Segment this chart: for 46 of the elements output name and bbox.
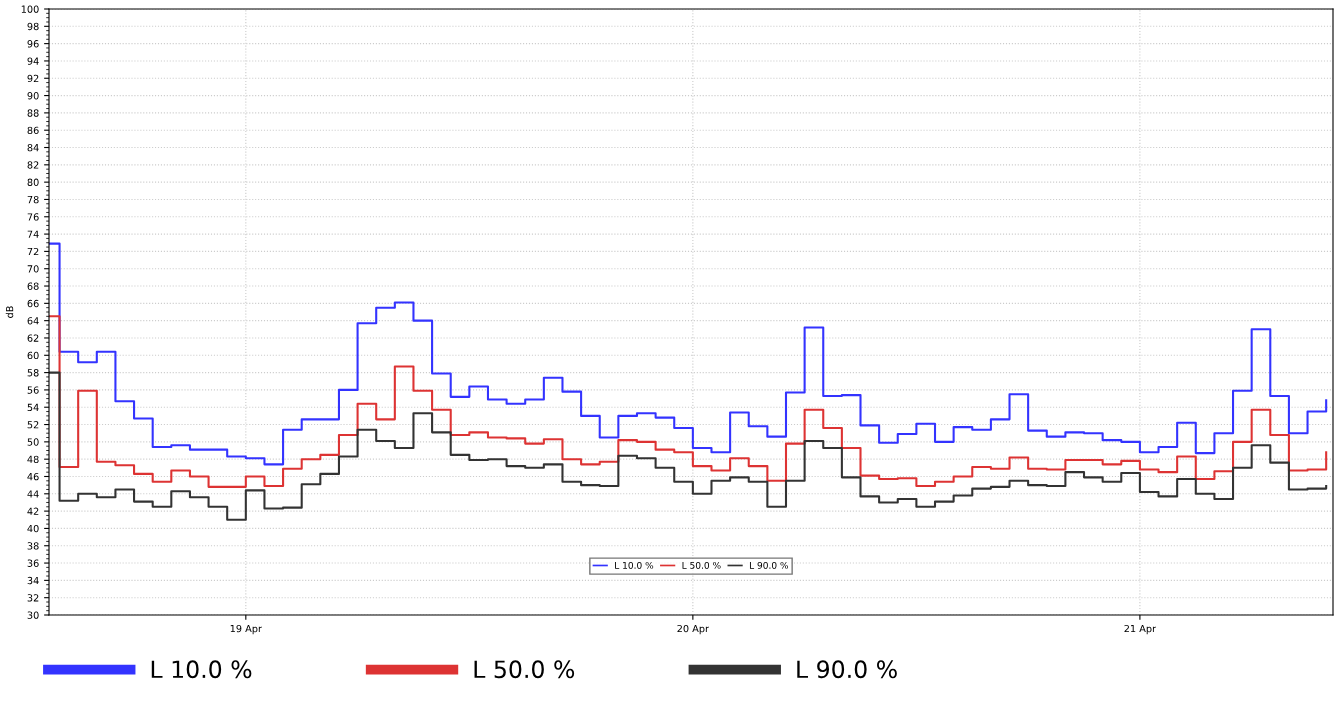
text: L 50.0 % (474, 660, 575, 679)
y-tick-label: 72 (27, 247, 39, 256)
y-tick-label: 66 (27, 299, 39, 308)
y-tick-label: 32 (27, 594, 39, 602)
y-tick-label: 42 (27, 507, 39, 515)
y-tick-label: 82 (27, 161, 39, 169)
y-tick-label: 84 (27, 143, 39, 152)
y-tick-label: 98 (27, 22, 39, 31)
legend-label: L 50.0 % (682, 561, 721, 569)
y-tick-label: 80 (27, 178, 39, 186)
y-tick-label: 96 (27, 40, 39, 48)
y-tick-label: 52 (27, 421, 39, 429)
y-tick-label: 76 (27, 213, 39, 221)
y-tick-label: 54 (27, 403, 39, 412)
y-tick-label: 62 (27, 334, 39, 342)
y-tick-label: 50 (27, 438, 39, 446)
y-tick-label: 48 (27, 455, 39, 463)
legend-label: L 10.0 % (615, 561, 654, 569)
y-tick-label: 30 (27, 611, 39, 619)
y-tick-label: 70 (27, 265, 39, 273)
y-tick-label: 94 (27, 57, 39, 65)
y-tick-label: 46 (27, 472, 39, 481)
y-tick-label: 56 (27, 386, 39, 394)
y-tick-label: 34 (27, 576, 39, 585)
y-tick-label: 90 (27, 92, 39, 100)
y-tick-label: 88 (27, 109, 39, 117)
y-axis-title: dB (5, 306, 14, 318)
legend-label: L 90.0 % (749, 561, 789, 569)
y-tick-label: 44 (27, 490, 39, 498)
y-tick-label: 60 (27, 351, 39, 360)
x-tick-label: 19 Apr (230, 624, 262, 635)
y-tick-label: 78 (27, 195, 39, 204)
y-tick-label: 100 (21, 5, 39, 13)
y-tick-label: 36 (27, 559, 39, 567)
text: L 90.0 % (797, 660, 897, 679)
y-tick-label: 38 (27, 542, 39, 550)
y-tick-label: 40 (27, 524, 39, 533)
x-tick-label: 20 Apr (677, 624, 709, 635)
y-tick-label: 86 (27, 126, 39, 135)
y-tick-label: 68 (27, 282, 39, 290)
y-tick-label: 58 (27, 369, 39, 377)
x-tick-label: 21 Apr (1124, 624, 1157, 635)
y-tick-label: 74 (27, 230, 39, 238)
y-tick-label: 92 (27, 74, 39, 83)
y-tick-label: 64 (27, 317, 39, 325)
text: L 10.0 % (151, 660, 252, 679)
